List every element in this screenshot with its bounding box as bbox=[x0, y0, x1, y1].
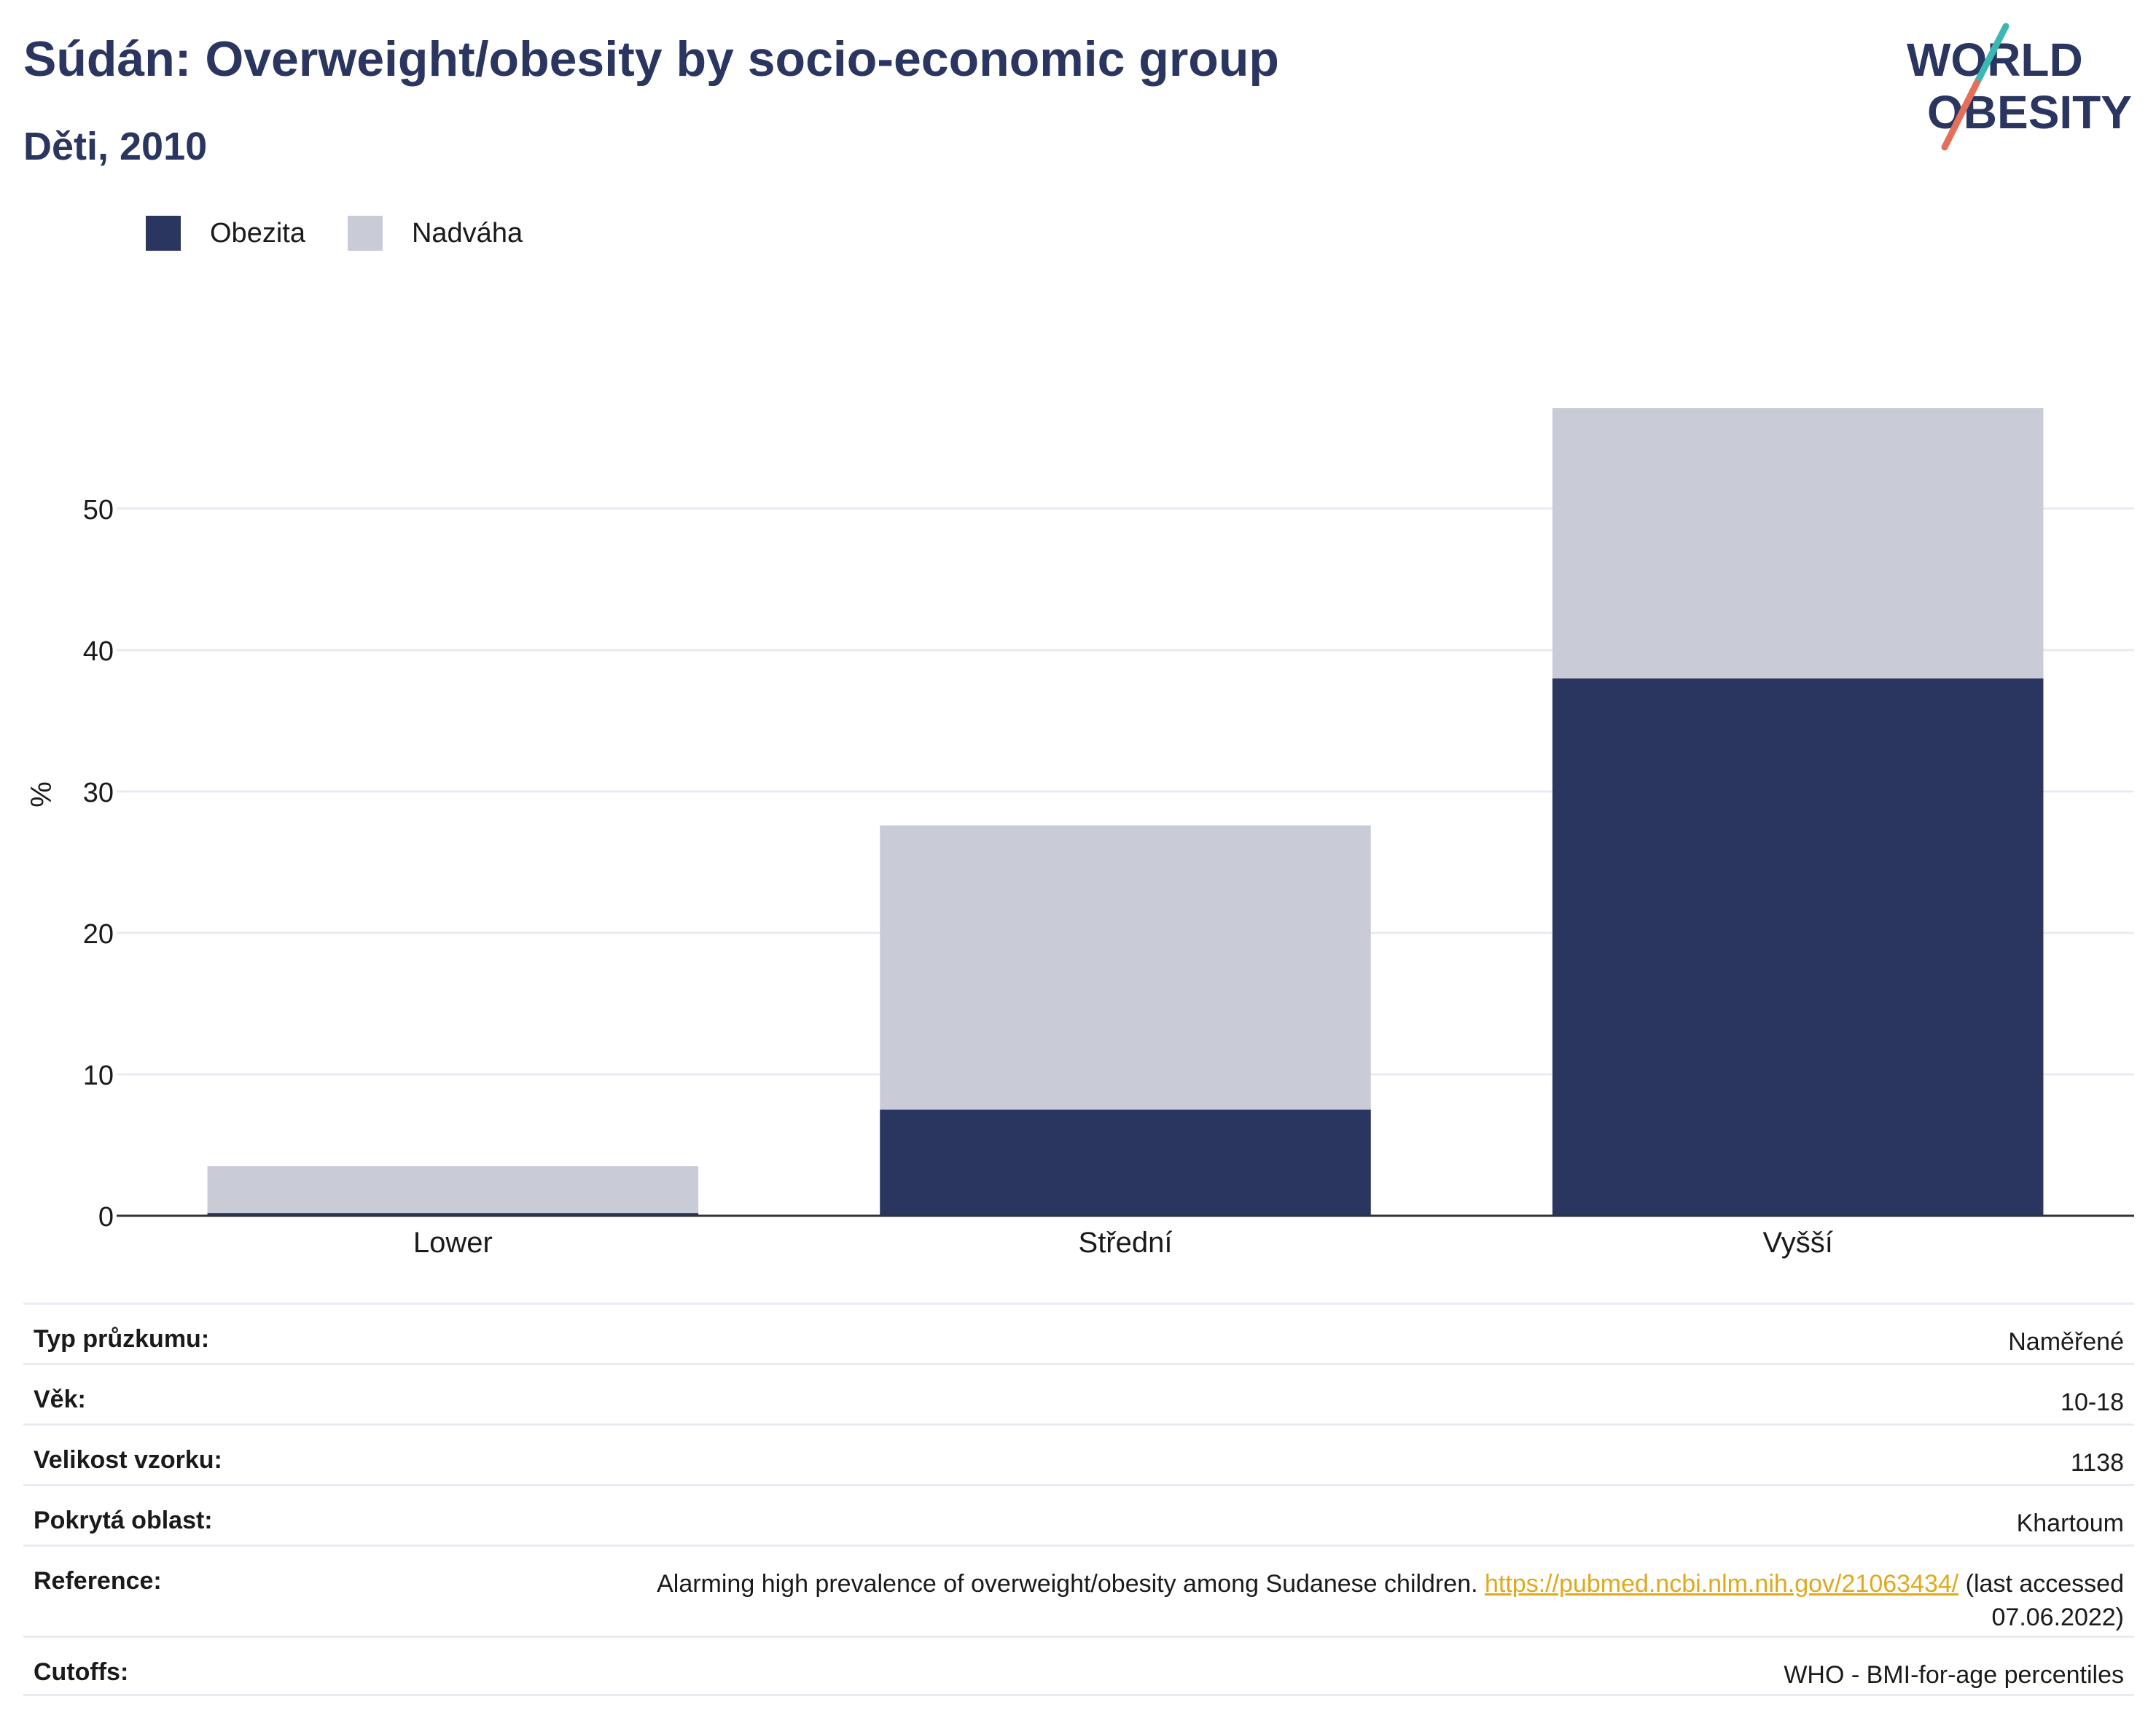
legend-swatch-obesity bbox=[146, 216, 181, 251]
legend-swatch-overweight bbox=[347, 216, 383, 251]
info-row-sample-size: Velikost vzorku: 1138 bbox=[23, 1423, 2134, 1484]
reference-value: Alarming high prevalence of overweight/o… bbox=[657, 1567, 2124, 1634]
x-tick-label: Střední bbox=[1079, 1227, 1173, 1259]
info-value: Naměřené bbox=[2008, 1328, 2124, 1356]
legend-label-overweight: Nadváha bbox=[411, 217, 523, 249]
bar-nadváha-1 bbox=[880, 825, 1371, 1110]
legend-item-obesity[interactable]: Obezita bbox=[146, 216, 305, 251]
reference-date: 07.06.2022) bbox=[1991, 1604, 2125, 1631]
world-obesity-logo: WORLD OBESITY bbox=[1907, 23, 2132, 151]
info-row-reference: Reference: Alarming high prevalence of o… bbox=[23, 1544, 2134, 1636]
info-row-cutoffs: Cutoffs: WHO - BMI-for-age percentiles bbox=[23, 1636, 2134, 1696]
bar-obezita-0 bbox=[207, 1213, 699, 1216]
info-row-survey-type: Typ průzkumu: Naměřené bbox=[23, 1303, 2134, 1363]
info-value: 10-18 bbox=[2061, 1389, 2124, 1416]
y-tick-label: 0 bbox=[98, 1202, 114, 1233]
info-value: Khartoum bbox=[2016, 1510, 2124, 1537]
logo-slash-top bbox=[1973, 23, 2009, 87]
y-tick-label: 10 bbox=[83, 1061, 114, 1091]
info-key: Typ průzkumu: bbox=[34, 1325, 210, 1353]
y-tick-label: 50 bbox=[83, 495, 114, 526]
legend-label-obesity: Obezita bbox=[210, 217, 305, 249]
y-axis-label: % bbox=[26, 781, 58, 808]
chart-subtitle: Děti, 2010 bbox=[23, 125, 208, 168]
info-value: WHO - BMI-for-age percentiles bbox=[1784, 1661, 2124, 1689]
y-tick-label: 30 bbox=[83, 778, 114, 808]
info-row-area: Pokrytá oblast: Khartoum bbox=[23, 1484, 2134, 1544]
y-tick-label: 20 bbox=[83, 919, 114, 950]
info-key: Věk: bbox=[34, 1386, 86, 1413]
reference-text: Alarming high prevalence of overweight/o… bbox=[657, 1570, 1478, 1598]
x-tick-label: Vyšší bbox=[1763, 1227, 1833, 1259]
info-key: Cutoffs: bbox=[34, 1658, 129, 1686]
bar-obezita-2 bbox=[1552, 678, 2044, 1216]
bar-obezita-1 bbox=[880, 1109, 1371, 1216]
info-key: Reference: bbox=[34, 1567, 162, 1595]
info-key: Velikost vzorku: bbox=[34, 1446, 222, 1474]
info-table: Typ průzkumu: Naměřené Věk: 10-18 Veliko… bbox=[23, 1303, 2134, 1696]
logo-slash-bottom bbox=[1941, 79, 1980, 151]
y-tick-label: 40 bbox=[83, 636, 114, 667]
reference-suffix: (last accessed bbox=[1965, 1570, 2124, 1598]
info-key: Pokrytá oblast: bbox=[34, 1507, 213, 1534]
reference-link[interactable]: https://pubmed.ncbi.nlm.nih.gov/21063434… bbox=[1485, 1570, 1959, 1598]
bar-chart: 0 10 20 30 40 50% Lower Střední Vyšší bbox=[26, 408, 2134, 1259]
bar-nadváha-2 bbox=[1552, 408, 2044, 679]
legend-item-overweight[interactable]: Nadváha bbox=[347, 216, 523, 251]
info-row-age: Věk: 10-18 bbox=[23, 1363, 2134, 1423]
chart-legend: Obezita Nadváha bbox=[146, 216, 565, 251]
bar-nadváha-0 bbox=[207, 1166, 699, 1214]
chart-title: Súdán: Overweight/obesity by socio-econo… bbox=[23, 31, 1279, 87]
info-value: 1138 bbox=[2070, 1449, 2124, 1477]
x-tick-label: Lower bbox=[413, 1227, 493, 1259]
